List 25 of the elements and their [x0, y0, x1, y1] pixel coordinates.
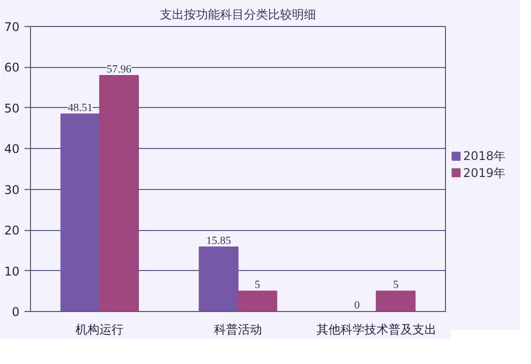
- y-tick-label: 10: [4, 264, 20, 278]
- y-tick-label: 30: [4, 182, 20, 197]
- y-tick-label: 40: [4, 142, 20, 156]
- y-tick-label: 0: [12, 305, 20, 319]
- data-label: 48.51: [68, 102, 93, 114]
- y-tick-label: 60: [4, 60, 20, 75]
- x-tick-label: 其他科学技术普及支出: [316, 322, 436, 336]
- data-label: 0: [354, 300, 360, 312]
- x-tick-label: 科普活动: [214, 322, 262, 336]
- data-label: 5: [392, 279, 399, 292]
- y-tick-label: 20: [4, 224, 20, 238]
- bar: [376, 290, 416, 312]
- legend-label: 2019年: [463, 166, 506, 180]
- chart-title: 支出按功能科目分类比较明细: [160, 8, 316, 22]
- data-label: 5: [254, 279, 261, 292]
- data-label: 15.85: [206, 234, 232, 247]
- data-label: 57.96: [106, 64, 132, 76]
- bar: [99, 75, 139, 312]
- y-tick-label: 50: [4, 101, 20, 116]
- y-tick-label: 70: [4, 20, 20, 34]
- legend-label: 2018年: [463, 149, 506, 164]
- x-tick-label: 机构运行: [76, 322, 124, 336]
- bar: [198, 246, 238, 312]
- bar: [60, 113, 100, 312]
- bar: [238, 290, 278, 312]
